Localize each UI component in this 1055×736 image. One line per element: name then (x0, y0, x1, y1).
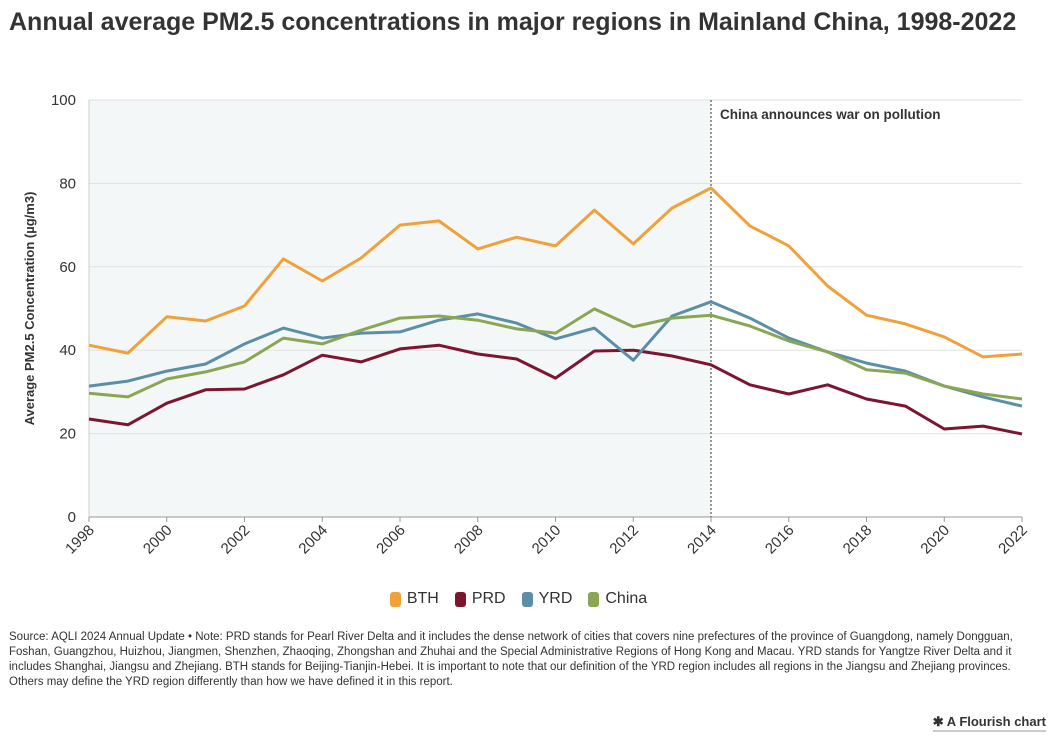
y-tick-label: 80 (59, 175, 76, 192)
footnote: Source: AQLI 2024 Annual Update • Note: … (9, 631, 1013, 688)
y-axis-title: Average PM2.5 Concentration (µg/m3) (22, 192, 37, 426)
legend-swatch (454, 591, 466, 607)
x-tick-label: 2004 (295, 522, 331, 558)
legend-label: China (605, 590, 648, 607)
series-line-bth (88, 186, 1023, 359)
legend-swatch (389, 591, 401, 607)
x-tick-label: 2006 (373, 522, 409, 558)
x-tick-label: 1998 (62, 522, 98, 558)
legend-swatch (521, 591, 533, 607)
x-tick-label: 2008 (451, 522, 487, 558)
legend-label: YRD (538, 590, 573, 607)
x-tick-label: 2002 (218, 522, 254, 558)
x-tick-label: 2016 (762, 522, 798, 558)
y-tick-label: 60 (59, 259, 76, 276)
legend-item-prd[interactable]: PRD (454, 590, 506, 608)
legend-label: BTH (406, 590, 439, 607)
x-tick-label: 2018 (840, 522, 876, 558)
x-tick-label: 2014 (684, 522, 720, 558)
legend-swatch (588, 591, 600, 607)
legend: BTH PRD YRD China (0, 590, 1055, 608)
legend-label: PRD (471, 590, 506, 607)
chart-title: Annual average PM2.5 concentrations in m… (9, 8, 1017, 36)
y-tick-label: 20 (59, 426, 76, 443)
legend-item-yrd[interactable]: YRD (521, 590, 573, 608)
x-tick-label: 2010 (529, 522, 565, 558)
y-tick-label: 0 (68, 509, 76, 526)
y-tick-label: 40 (59, 342, 76, 359)
legend-item-bth[interactable]: BTH (389, 590, 439, 608)
legend-item-china[interactable]: China (588, 590, 647, 608)
series-line-china (88, 307, 1023, 401)
y-tick-label: 100 (51, 92, 76, 109)
flourish-link[interactable]: ✱ A Flourish chart (932, 714, 1046, 732)
shaded-region (89, 100, 711, 517)
x-tick-label: 2020 (917, 522, 953, 558)
x-tick-label: 2012 (606, 522, 642, 558)
series-line-prd (88, 343, 1023, 436)
brand-label: A Flourish chart (946, 714, 1046, 729)
annotation-label: China announces war on pollution (720, 107, 941, 122)
x-tick-label: 2022 (995, 522, 1031, 558)
x-tick-label: 2000 (140, 522, 176, 558)
series-line-yrd (88, 300, 1023, 408)
line-chart: 0 20 40 60 80 100 1998 2000 2002 2004 2006 2008 2010… (22, 92, 1031, 558)
